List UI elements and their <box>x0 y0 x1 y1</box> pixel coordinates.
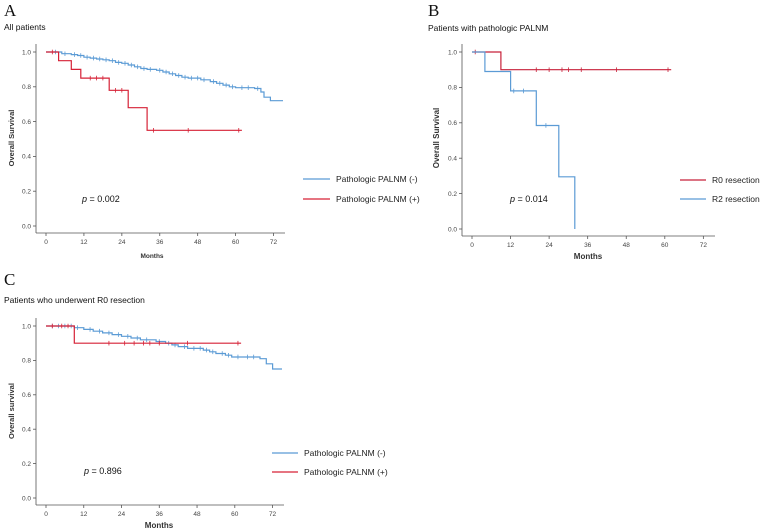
panel-c-p-rest: = 0.896 <box>89 466 122 476</box>
x-tick-label-6: 72 <box>270 239 278 246</box>
y-tick-label-4: 0.8 <box>22 358 31 365</box>
panel-c-legend-label-1: Pathologic PALNM (-) <box>304 448 386 458</box>
km-curve-series-0 <box>46 51 283 102</box>
panel-b-plot: 0 12 24 36 48 60 72 0.0 0.2 0.4 0.6 0.8 1.0 <box>448 44 715 249</box>
x-tick-label-0: 0 <box>44 239 48 246</box>
x-tick-label-2: 24 <box>118 511 126 518</box>
y-tick-label-4: 0.8 <box>22 84 31 91</box>
panel-a-plot: 0 12 24 36 48 60 72 0.0 0.2 0.4 0.6 0.8 1.0 <box>22 44 285 246</box>
panel-a-legend-label-1: Pathologic PALNM (-) <box>336 174 418 184</box>
panel-a-letter: A <box>4 1 17 20</box>
panel-c-p-italic: p <box>83 466 89 476</box>
panel-a-title: All patients <box>4 22 46 32</box>
x-tick-label-1: 12 <box>80 511 88 518</box>
y-tick-label-2: 0.4 <box>22 427 31 434</box>
panel-c-title: Patients who underwent R0 resection <box>4 295 145 305</box>
x-tick-label-5: 60 <box>661 242 669 249</box>
x-tick-label-1: 12 <box>507 242 515 249</box>
x-tick-label-5: 60 <box>231 511 239 518</box>
km-curve-series-0 <box>472 51 672 71</box>
y-tick-label-4: 0.8 <box>448 85 457 92</box>
panel-a-x-axis-label: Months <box>140 253 163 260</box>
y-tick-label-5: 1.0 <box>22 49 31 56</box>
panel-c-letter: C <box>4 270 15 289</box>
x-tick-label-3: 36 <box>156 511 164 518</box>
y-tick-label-3: 0.6 <box>448 120 457 127</box>
y-tick-label-1: 0.2 <box>448 191 457 198</box>
y-tick-label-1: 0.2 <box>22 461 31 468</box>
x-tick-label-2: 24 <box>546 242 554 249</box>
x-tick-label-3: 36 <box>156 239 164 246</box>
panel-b: B Patients with pathologic PALNM Months … <box>428 1 760 261</box>
panel-b-p-rest: = 0.014 <box>515 194 548 204</box>
panel-b-legend: R0 resection R2 resection <box>680 175 760 204</box>
panel-a-y-axis-label: Overall Survival <box>7 110 16 167</box>
panel-b-p-italic: p <box>509 194 515 204</box>
y-tick-label-1: 0.2 <box>22 189 31 196</box>
panel-c: C Patients who underwent R0 resection Mo… <box>4 270 388 530</box>
km-curve-series-1 <box>46 325 242 344</box>
y-tick-label-2: 0.4 <box>22 154 31 161</box>
panel-a-legend-label-2: Pathologic PALNM (+) <box>336 194 420 204</box>
x-tick-label-4: 48 <box>194 239 202 246</box>
y-tick-label-3: 0.6 <box>22 119 31 126</box>
x-tick-label-0: 0 <box>470 242 474 249</box>
y-tick-label-3: 0.6 <box>22 392 31 399</box>
panel-a-p-italic: p <box>81 194 87 204</box>
panel-b-letter: B <box>428 1 439 20</box>
panel-c-x-axis-label: Months <box>145 521 174 530</box>
x-tick-label-5: 60 <box>232 239 240 246</box>
y-tick-label-0: 0.0 <box>22 223 31 230</box>
panel-c-legend-label-2: Pathologic PALNM (+) <box>304 467 388 477</box>
x-tick-label-1: 12 <box>80 239 88 246</box>
panel-a: A All patients Months Overall Survival p… <box>4 1 420 260</box>
panel-c-legend: Pathologic PALNM (-) Pathologic PALNM (+… <box>272 448 388 477</box>
x-tick-label-0: 0 <box>44 511 48 518</box>
panel-a-legend: Pathologic PALNM (-) Pathologic PALNM (+… <box>303 174 420 204</box>
panel-b-legend-label-1: R0 resection <box>712 175 760 185</box>
km-curve-series-1 <box>46 51 242 131</box>
panel-b-legend-label-2: R2 resection <box>712 194 760 204</box>
x-tick-label-4: 48 <box>623 242 631 249</box>
panel-b-x-axis-label: Months <box>574 252 603 261</box>
y-tick-label-0: 0.0 <box>448 226 457 233</box>
panel-c-p-value: p = 0.896 <box>83 466 122 476</box>
panel-b-p-value: p = 0.014 <box>509 194 548 204</box>
x-tick-label-2: 24 <box>118 239 126 246</box>
panel-b-title: Patients with pathologic PALNM <box>428 23 548 33</box>
panel-c-plot: 0 12 24 36 48 60 72 0.0 0.2 0.4 0.6 0.8 1.0 <box>22 318 284 518</box>
x-tick-label-3: 36 <box>584 242 592 249</box>
x-tick-label-6: 72 <box>269 511 277 518</box>
y-tick-label-2: 0.4 <box>448 156 457 163</box>
panel-a-p-value: p = 0.002 <box>81 194 120 204</box>
x-tick-label-4: 48 <box>193 511 201 518</box>
km-curve-series-0 <box>46 325 282 370</box>
panel-a-p-rest: = 0.002 <box>87 194 120 204</box>
y-tick-label-5: 1.0 <box>448 49 457 56</box>
panel-b-y-axis-label: Overall Survival <box>432 108 441 168</box>
km-curve-series-1 <box>472 51 576 229</box>
x-tick-label-6: 72 <box>700 242 708 249</box>
y-tick-label-0: 0.0 <box>22 495 31 502</box>
y-tick-label-5: 1.0 <box>22 323 31 330</box>
panel-c-y-axis-label: Overall survival <box>7 383 16 439</box>
